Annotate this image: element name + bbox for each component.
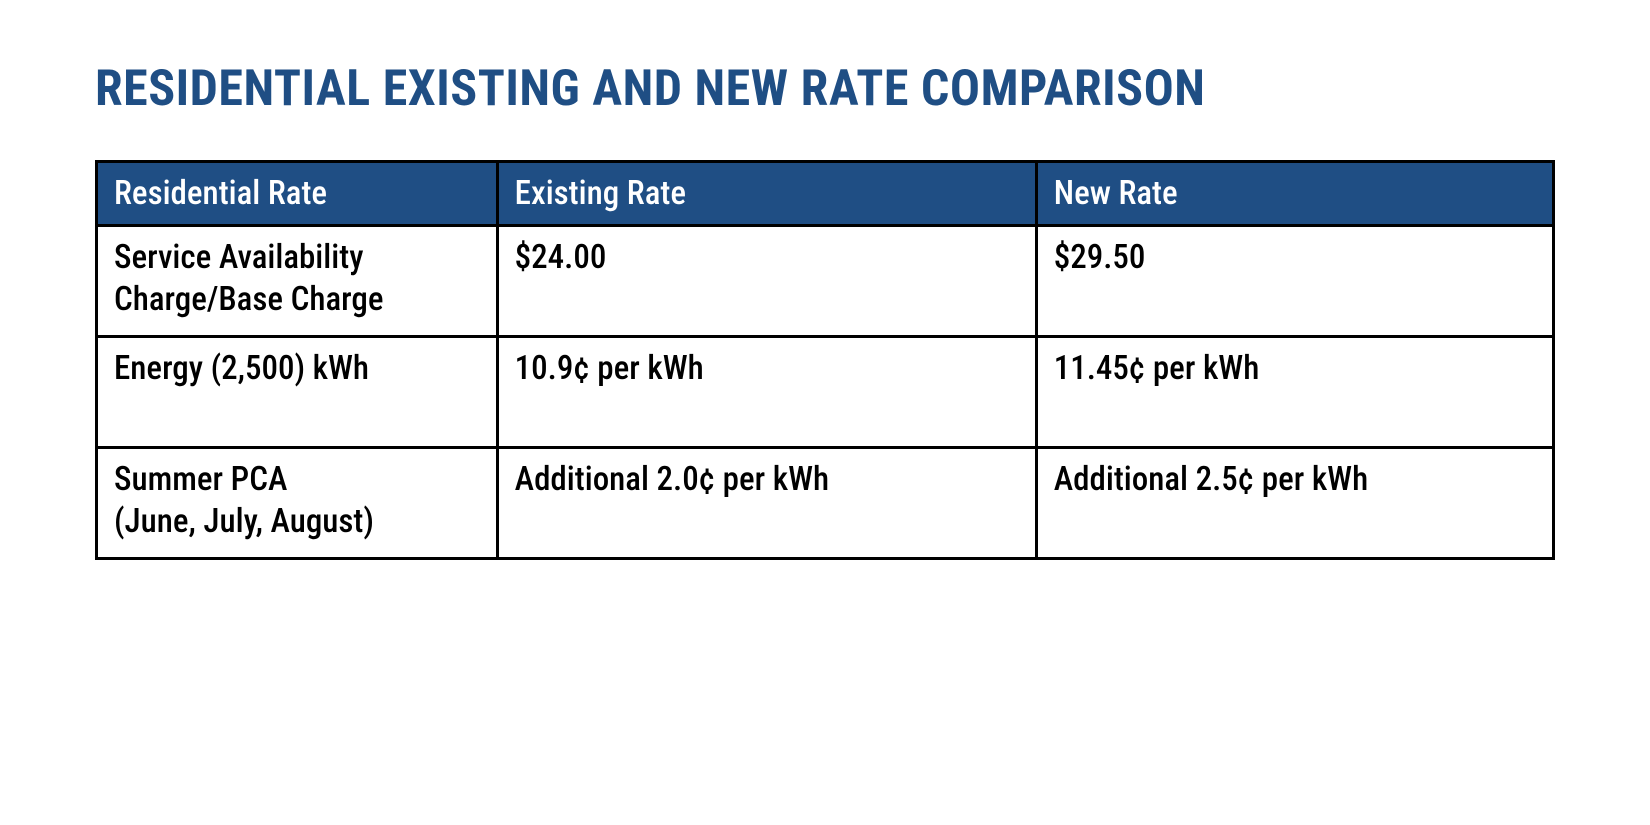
row-label: Service Availability Charge/Base Charge <box>97 226 498 337</box>
table-row: Summer PCA (June, July, August) Addition… <box>97 448 1554 559</box>
page-title: RESIDENTIAL EXISTING AND NEW RATE COMPAR… <box>95 60 1555 118</box>
col-header-new-rate: New Rate <box>1036 162 1553 226</box>
table-row: Energy (2,500) kWh 10.9¢ per kWh 11.45¢ … <box>97 337 1554 448</box>
cell-existing: Additional 2.0¢ per kWh <box>497 448 1036 559</box>
cell-existing: $24.00 <box>497 226 1036 337</box>
table-row: Service Availability Charge/Base Charge … <box>97 226 1554 337</box>
table-header-row: Residential Rate Existing Rate New Rate <box>97 162 1554 226</box>
table-header: Residential Rate Existing Rate New Rate <box>97 162 1554 226</box>
cell-existing: 10.9¢ per kWh <box>497 337 1036 448</box>
cell-new: $29.50 <box>1036 226 1553 337</box>
cell-new: Additional 2.5¢ per kWh <box>1036 448 1553 559</box>
row-label: Summer PCA (June, July, August) <box>97 448 498 559</box>
rate-comparison-table: Residential Rate Existing Rate New Rate … <box>95 160 1555 560</box>
table-body: Service Availability Charge/Base Charge … <box>97 226 1554 559</box>
page-container: RESIDENTIAL EXISTING AND NEW RATE COMPAR… <box>0 0 1650 620</box>
row-label: Energy (2,500) kWh <box>97 337 498 448</box>
col-header-residential-rate: Residential Rate <box>97 162 498 226</box>
cell-new: 11.45¢ per kWh <box>1036 337 1553 448</box>
col-header-existing-rate: Existing Rate <box>497 162 1036 226</box>
